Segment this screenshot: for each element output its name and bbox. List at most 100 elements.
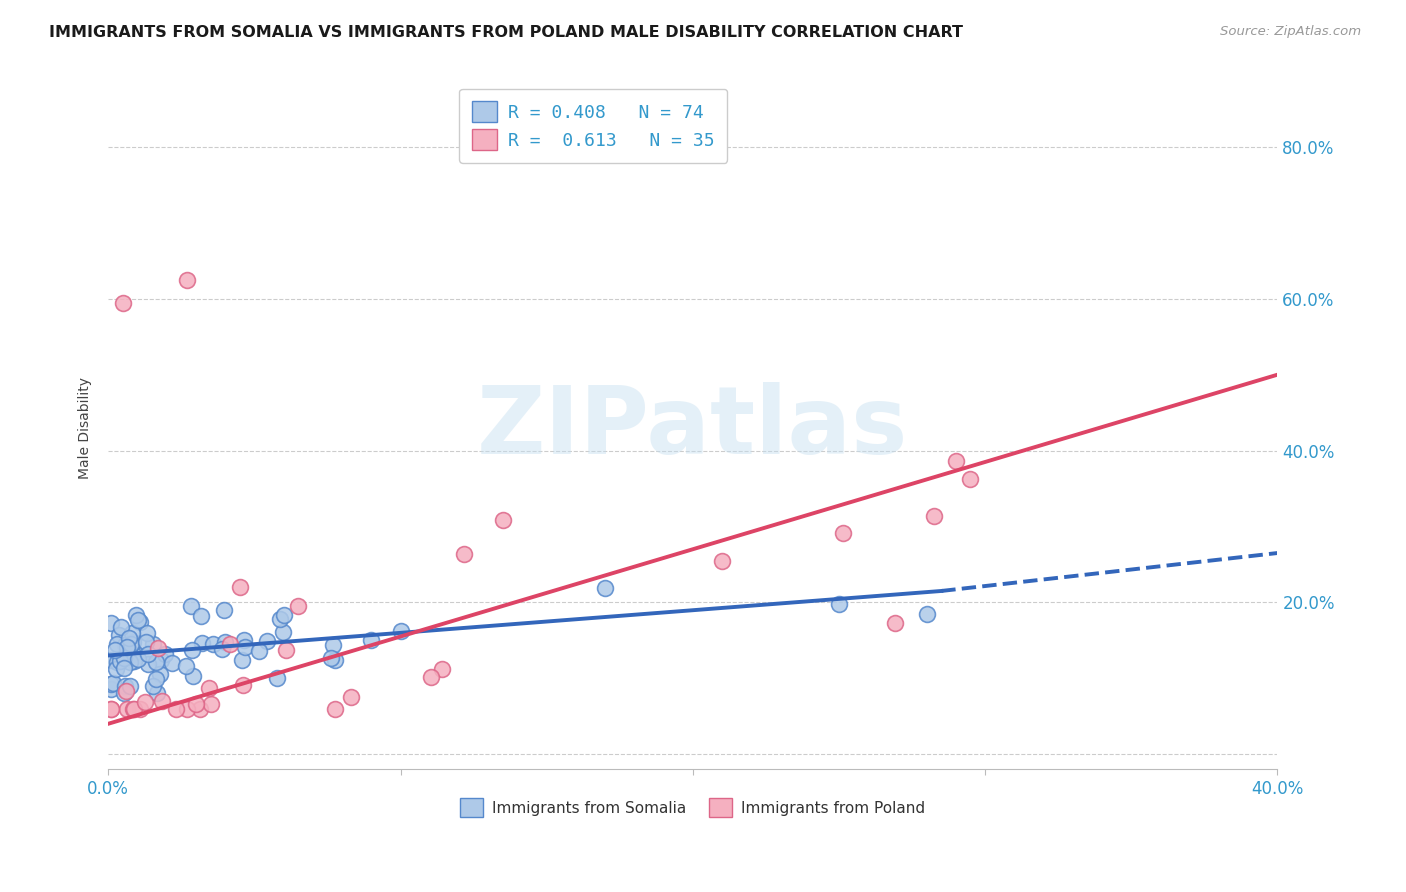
Point — [100, 616, 122, 631]
Point — [110, 620, 132, 634]
Point — [198, 681, 221, 695]
Y-axis label: Male Disability: Male Disability — [79, 376, 93, 479]
Point — [121, 626, 143, 640]
Point — [104, 643, 127, 657]
Point — [266, 672, 288, 686]
Point — [271, 625, 294, 640]
Point — [120, 655, 142, 669]
Point — [191, 636, 214, 650]
Legend: Immigrants from Somalia, Immigrants from Poland: Immigrants from Somalia, Immigrants from… — [454, 792, 932, 823]
Point — [122, 701, 145, 715]
Point — [389, 624, 412, 638]
Point — [922, 508, 945, 523]
Point — [181, 669, 204, 683]
Point — [233, 640, 256, 654]
Point — [214, 635, 236, 649]
Point — [135, 634, 157, 648]
Text: Source: ZipAtlas.com: Source: ZipAtlas.com — [1220, 25, 1361, 38]
Point — [114, 679, 136, 693]
Point — [593, 582, 616, 596]
Point — [115, 640, 138, 654]
Point — [136, 657, 159, 672]
Point — [142, 679, 165, 693]
Point — [360, 633, 382, 648]
Point — [100, 701, 122, 715]
Point — [108, 652, 131, 666]
Point — [269, 612, 291, 626]
Point — [115, 684, 138, 698]
Point — [340, 690, 363, 705]
Point — [129, 701, 152, 715]
Point — [160, 656, 183, 670]
Point — [711, 554, 734, 568]
Point — [121, 701, 143, 715]
Point — [828, 597, 851, 611]
Point — [105, 662, 128, 676]
Point — [146, 686, 169, 700]
Point — [136, 625, 159, 640]
Point — [184, 697, 207, 711]
Text: ZIPatlas: ZIPatlas — [477, 382, 908, 474]
Point — [176, 701, 198, 715]
Point — [129, 615, 152, 629]
Point — [831, 525, 853, 540]
Point — [118, 679, 141, 693]
Point — [323, 701, 346, 715]
Point — [125, 607, 148, 622]
Point — [120, 636, 142, 650]
Point — [256, 634, 278, 648]
Point — [211, 642, 233, 657]
Point — [118, 631, 141, 645]
Point — [212, 603, 235, 617]
Point — [420, 670, 443, 684]
Point — [232, 678, 254, 692]
Point — [111, 295, 134, 310]
Point — [100, 653, 122, 667]
Point — [274, 643, 297, 657]
Point — [430, 662, 453, 676]
Point — [146, 640, 169, 655]
Point — [103, 675, 125, 690]
Point — [200, 698, 222, 712]
Point — [100, 701, 122, 715]
Point — [107, 655, 129, 669]
Point — [188, 701, 211, 715]
Point — [233, 633, 256, 648]
Point — [228, 580, 250, 594]
Point — [100, 677, 122, 691]
Point — [181, 642, 204, 657]
Point — [287, 599, 309, 613]
Point — [127, 613, 149, 627]
Point — [165, 701, 187, 715]
Point — [180, 599, 202, 614]
Point — [323, 653, 346, 667]
Point — [138, 647, 160, 661]
Point — [100, 681, 122, 696]
Point — [121, 647, 143, 661]
Point — [174, 659, 197, 673]
Point — [231, 653, 253, 667]
Point — [150, 694, 173, 708]
Text: IMMIGRANTS FROM SOMALIA VS IMMIGRANTS FROM POLAND MALE DISABILITY CORRELATION CH: IMMIGRANTS FROM SOMALIA VS IMMIGRANTS FR… — [49, 25, 963, 40]
Point — [202, 637, 225, 651]
Point — [112, 686, 135, 700]
Point — [145, 672, 167, 686]
Point — [273, 607, 295, 622]
Point — [114, 638, 136, 652]
Point — [176, 273, 198, 287]
Point — [145, 655, 167, 669]
Point — [134, 695, 156, 709]
Point — [114, 661, 136, 675]
Point — [492, 513, 515, 527]
Point — [121, 635, 143, 649]
Point — [124, 646, 146, 660]
Point — [112, 650, 135, 665]
Point — [115, 701, 138, 715]
Point — [884, 615, 907, 630]
Point — [190, 609, 212, 624]
Point — [149, 667, 172, 681]
Point — [915, 607, 938, 621]
Point — [150, 653, 173, 667]
Point — [453, 547, 475, 561]
Point — [959, 472, 981, 486]
